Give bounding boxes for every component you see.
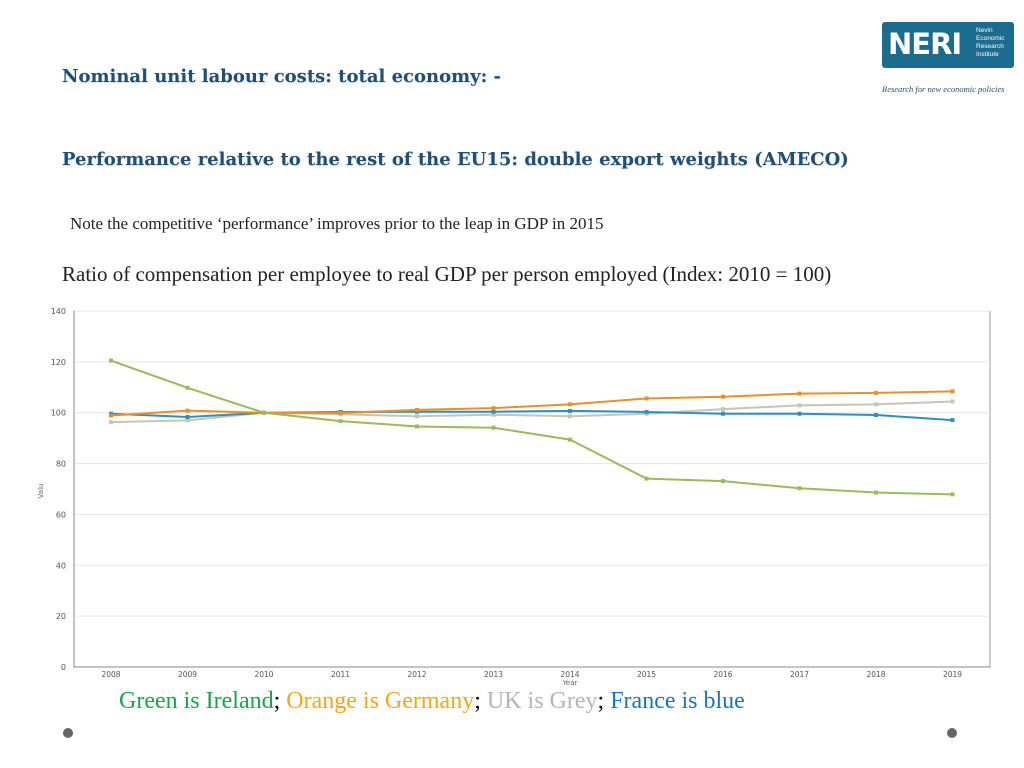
decorative-dot (63, 728, 73, 738)
x-tick-label: 2013 (484, 670, 503, 679)
data-point-germany (491, 406, 496, 411)
data-point-ireland (874, 490, 878, 495)
y-tick-label: 140 (51, 307, 66, 316)
plot-area (73, 310, 991, 668)
x-tick-label: 2015 (637, 670, 656, 679)
logo-tagline: Research for new economic policies (882, 84, 1005, 94)
data-point-ireland (797, 486, 802, 491)
legend-separator: ; (597, 688, 605, 714)
legend-uk: UK is Grey (486, 688, 598, 714)
legend-france: France is blue (610, 688, 745, 714)
x-tick-label: 2014 (560, 670, 579, 679)
legend-ireland: Green is Ireland (119, 688, 274, 714)
data-point-germany (721, 394, 725, 399)
legend-separator: ; (474, 688, 481, 714)
data-point-germany (338, 410, 343, 415)
title-line-1: Nominal unit labour costs: total economy… (62, 66, 501, 87)
data-point-ireland (338, 419, 343, 424)
legend: Green is Ireland; Orange is Germany; UK … (119, 688, 745, 715)
data-point-france (874, 413, 878, 418)
line-chart: 0 20 40 60 80 100 120 140 2008 2009 2010 2011 2012 20… (37, 307, 991, 686)
data-point-ireland (109, 358, 113, 363)
chart-subtitle: Ratio of compensation per employee to re… (62, 262, 832, 286)
x-tick-label: 2017 (790, 670, 809, 679)
data-point-uk (109, 420, 113, 425)
data-point-uk (568, 414, 572, 419)
series-line-germany (110, 390, 953, 417)
y-tick-label: 100 (51, 409, 66, 418)
data-point-ireland (185, 385, 190, 390)
data-point-ireland (950, 492, 955, 497)
data-point-germany (185, 408, 190, 413)
data-point-germany (797, 391, 802, 396)
logo-line: Nevin (976, 27, 993, 34)
data-point-france (721, 411, 725, 416)
x-tick-label: 2009 (178, 670, 197, 679)
data-point-uk (950, 399, 955, 404)
data-point-uk (797, 403, 802, 408)
data-point-uk (415, 414, 419, 419)
data-point-ireland (415, 424, 419, 429)
data-point-ireland (262, 410, 266, 415)
y-axis-label: Valu (37, 484, 45, 499)
logo-main-text: NERI (888, 27, 962, 61)
data-point-germany (415, 407, 419, 412)
decorative-dot (947, 728, 957, 738)
logo-box: NERI Nevin Economic Research Institute (882, 22, 1014, 68)
data-point-ireland (721, 479, 725, 484)
data-point-germany (950, 389, 955, 394)
series-line-ireland (110, 359, 953, 496)
data-point-france (797, 411, 802, 416)
logo-line: Research (976, 43, 1004, 50)
data-point-france (644, 409, 649, 414)
x-tick-label: 2012 (407, 670, 426, 679)
y-tick-label: 0 (61, 663, 66, 672)
legend-separator: ; (273, 688, 281, 714)
neri-logo: NERI Nevin Economic Research Institute R… (880, 20, 1016, 98)
data-point-france (185, 415, 190, 420)
data-point-france (491, 409, 496, 414)
data-point-ireland (644, 476, 649, 481)
data-point-uk (185, 418, 190, 423)
data-point-uk (721, 407, 725, 412)
x-tick-label: 2016 (713, 670, 732, 679)
y-tick-label: 60 (56, 510, 66, 519)
x-tick-label: 2010 (254, 670, 273, 679)
data-point-uk (491, 412, 496, 417)
data-point-germany (874, 390, 878, 395)
logo-institute-lines: Nevin Economic Research Institute (976, 27, 1005, 59)
y-tick-label: 40 (56, 561, 66, 570)
data-point-uk (874, 402, 878, 407)
data-point-germany (644, 396, 649, 401)
data-point-germany (109, 413, 113, 418)
x-axis-label: Year (562, 679, 578, 686)
x-tick-label: 2011 (331, 670, 350, 679)
y-tick-label: 80 (56, 460, 66, 469)
logo-line: Institute (976, 51, 999, 58)
data-point-ireland (491, 425, 496, 430)
data-point-france (950, 418, 955, 423)
note-text: Note the competitive ‘performance’ impro… (70, 214, 604, 233)
y-tick-label: 120 (51, 358, 66, 367)
x-tick-label: 2008 (101, 670, 120, 679)
title-line-2: Performance relative to the rest of the … (62, 149, 849, 170)
logo-line: Economic (976, 35, 1005, 42)
x-tick-label: 2019 (943, 670, 962, 679)
series-line-france (110, 409, 953, 422)
data-point-ireland (568, 437, 572, 442)
data-point-france (568, 408, 572, 413)
x-tick-label: 2018 (866, 670, 885, 679)
data-point-germany (568, 402, 572, 407)
y-tick-label: 20 (56, 612, 66, 621)
legend-germany: Orange is Germany (286, 688, 475, 714)
